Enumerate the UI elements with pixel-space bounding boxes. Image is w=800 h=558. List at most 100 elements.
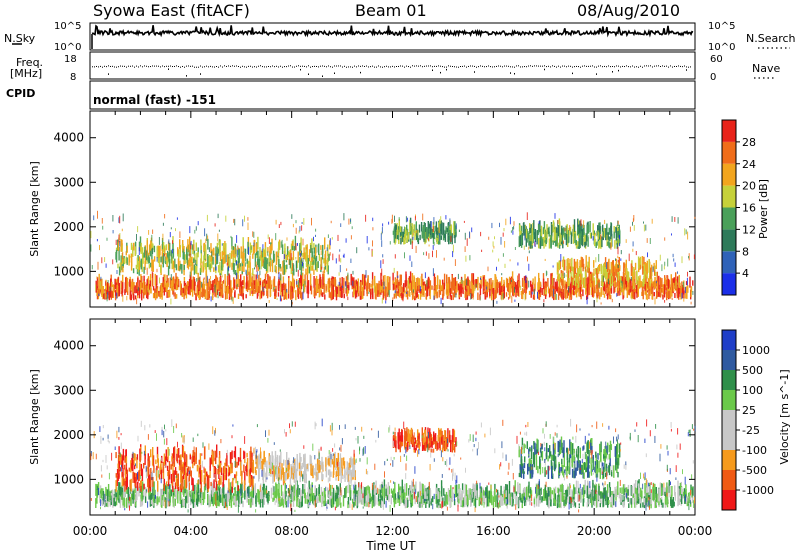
echo-cell [464, 221, 465, 223]
colorbar-tick-label: 20 [742, 180, 756, 193]
colorbar-segment [722, 164, 736, 186]
echo-cell [546, 271, 547, 277]
echo-cell [300, 490, 301, 502]
echo-cell [189, 491, 190, 497]
echo-cell [310, 261, 311, 271]
echo-cell [410, 503, 411, 508]
echo-cell [692, 291, 693, 295]
echo-cell [339, 272, 340, 276]
echo-cell [96, 490, 97, 504]
echo-cell [388, 222, 389, 225]
echo-cell [382, 298, 383, 304]
echo-cell [610, 226, 611, 239]
echo-cell [285, 286, 286, 292]
echo-cell [560, 492, 561, 503]
echo-cell [198, 221, 199, 225]
echo-cell [575, 278, 576, 286]
echo-cell [120, 284, 121, 288]
freq-dot [440, 66, 441, 67]
echo-cell [501, 296, 502, 300]
echo-cell [296, 243, 297, 250]
echo-cell [443, 488, 444, 496]
echo-cell [527, 256, 528, 261]
echo-cell [157, 250, 158, 255]
echo-cell [631, 277, 632, 281]
echo-cell [623, 484, 624, 493]
freq-dot [204, 66, 205, 67]
echo-cell [511, 280, 512, 283]
echo-cell [105, 291, 106, 298]
echo-cell [409, 284, 410, 296]
echo-cell [98, 262, 99, 270]
echo-cell [293, 251, 294, 260]
freq-tick-low: 8 [70, 72, 76, 83]
echo-cell [524, 246, 525, 250]
echo-cell [429, 245, 430, 247]
echo-cell [581, 274, 582, 285]
echo-cell [500, 495, 501, 506]
echo-cell [620, 258, 621, 261]
freq-dot [546, 66, 547, 67]
freq-dot [128, 66, 129, 67]
echo-cell [655, 272, 656, 276]
freq-dot [304, 66, 305, 67]
echo-cell [603, 276, 604, 283]
echo-cell [571, 232, 572, 244]
echo-cell [479, 497, 480, 506]
echo-cell [683, 282, 684, 288]
echo-cell [573, 279, 574, 285]
echo-cell [509, 290, 510, 297]
echo-cell [520, 235, 521, 246]
echo-cell [233, 263, 234, 272]
freq-dot [372, 66, 373, 67]
echo-cell [615, 282, 616, 287]
echo-cell [395, 279, 396, 285]
echo-cell [561, 235, 562, 242]
freq-dot [188, 65, 189, 66]
echo-cell [657, 272, 658, 282]
echo-cell [636, 271, 637, 284]
echo-cell [150, 280, 151, 286]
echo-cell [448, 225, 449, 233]
freq-dot [478, 66, 479, 67]
nave-dot [474, 71, 475, 73]
echo-cell [207, 239, 208, 250]
echo-cell [261, 266, 262, 270]
echo-cell [534, 277, 535, 289]
freq-dot [174, 66, 175, 67]
freq-dot [494, 66, 495, 67]
echo-cell [316, 491, 317, 496]
echo-cell [546, 224, 547, 238]
echo-cell [556, 294, 557, 300]
echo-cell [564, 260, 565, 271]
echo-cell [667, 498, 668, 505]
echo-cell [203, 243, 204, 252]
echo-cell [429, 228, 430, 232]
echo-cell [393, 284, 394, 290]
freq-dot [354, 66, 355, 67]
freq-dot [288, 66, 289, 67]
echo-cell [685, 287, 686, 293]
echo-cell [561, 292, 562, 299]
echo-cell [219, 243, 220, 256]
echo-cell [578, 289, 579, 296]
echo-cell [492, 280, 493, 288]
echo-cell [452, 496, 453, 502]
freq-dot [218, 67, 219, 68]
echo-cell [477, 277, 478, 285]
echo-cell [442, 293, 443, 298]
freq-dot [568, 66, 569, 67]
echo-cell [183, 490, 184, 495]
echo-cell [656, 260, 657, 269]
freq-dot [168, 66, 169, 67]
echo-cell [190, 280, 191, 290]
echo-cell [345, 486, 346, 494]
echo-cell [292, 492, 293, 502]
echo-cell [556, 233, 557, 247]
echo-cell [336, 287, 337, 301]
echo-cell [437, 292, 438, 298]
echo-cell [199, 278, 200, 281]
echo-cell [582, 289, 583, 296]
echo-cell [489, 289, 490, 297]
echo-cell [258, 490, 259, 502]
